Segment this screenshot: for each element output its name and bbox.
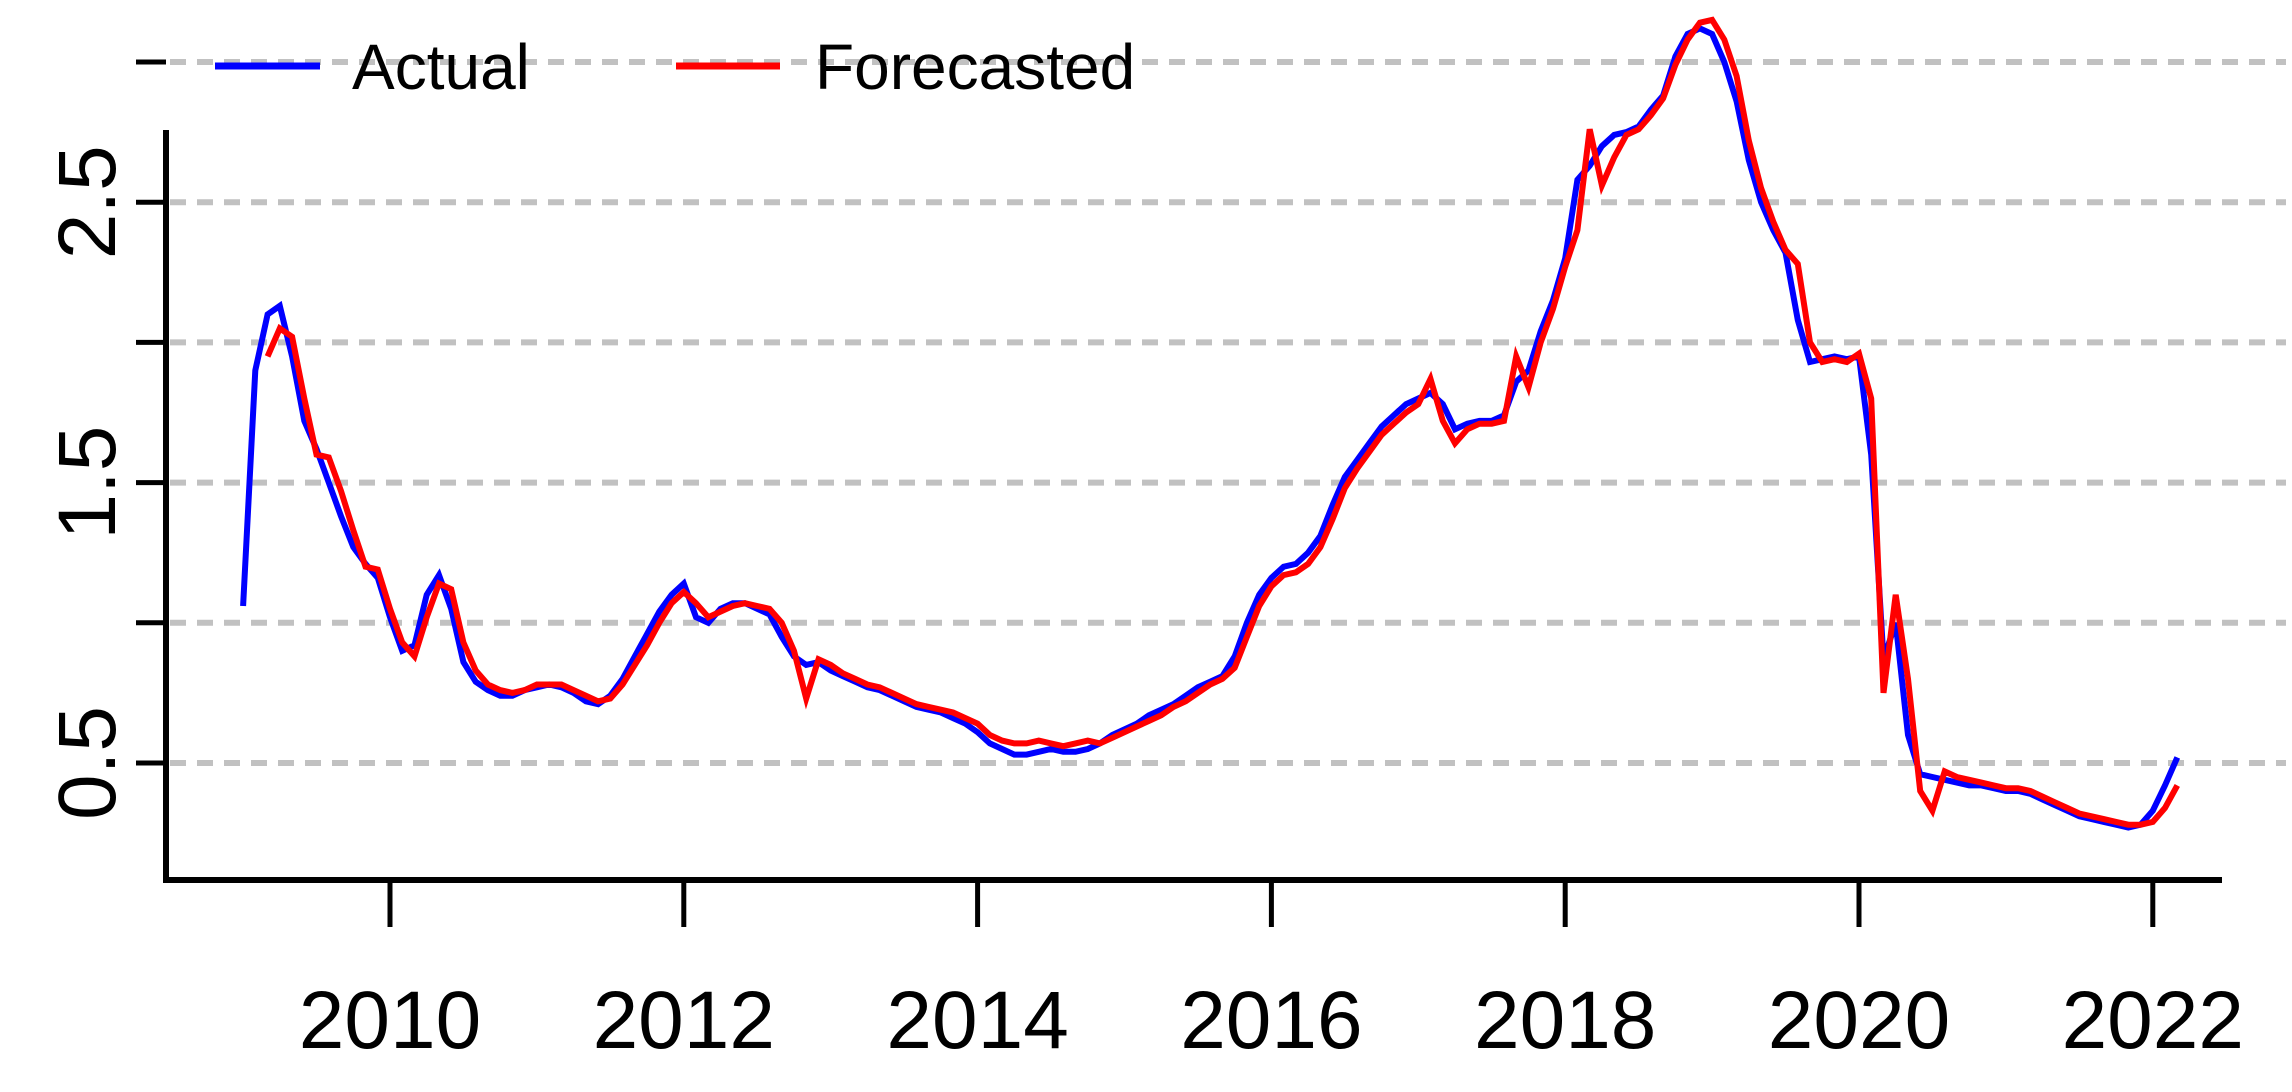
gridlines-layer: [170, 59, 2286, 766]
x-tick-label-2018: 2018: [1474, 975, 1656, 1066]
series-forecasted-line: [264, 16, 2180, 828]
data-series-layer: [240, 16, 2181, 831]
x-tick-label-2012: 2012: [593, 975, 775, 1066]
x-tick-label-2016: 2016: [1180, 975, 1362, 1066]
legend-label-forecasted: Forecasted: [815, 31, 1135, 103]
y-tick-label-1.5: 1.5: [42, 426, 133, 540]
series-actual-line: [240, 25, 2181, 831]
x-tick-label-2020: 2020: [1768, 975, 1950, 1066]
axes-layer: 2.5 1.5 0.5 2010 2012 2014 2016 2018 2020 2022: [42, 59, 2244, 1066]
x-tick-label-2010: 2010: [299, 975, 481, 1066]
chart-legend: Actual Forecasted: [215, 31, 1135, 103]
x-tick-label-2014: 2014: [886, 975, 1068, 1066]
y-tick-label-0.5: 0.5: [42, 706, 133, 820]
legend-label-actual: Actual: [352, 31, 530, 103]
y-tick-label-2.5: 2.5: [42, 145, 133, 259]
x-tick-label-2022: 2022: [2062, 975, 2244, 1066]
